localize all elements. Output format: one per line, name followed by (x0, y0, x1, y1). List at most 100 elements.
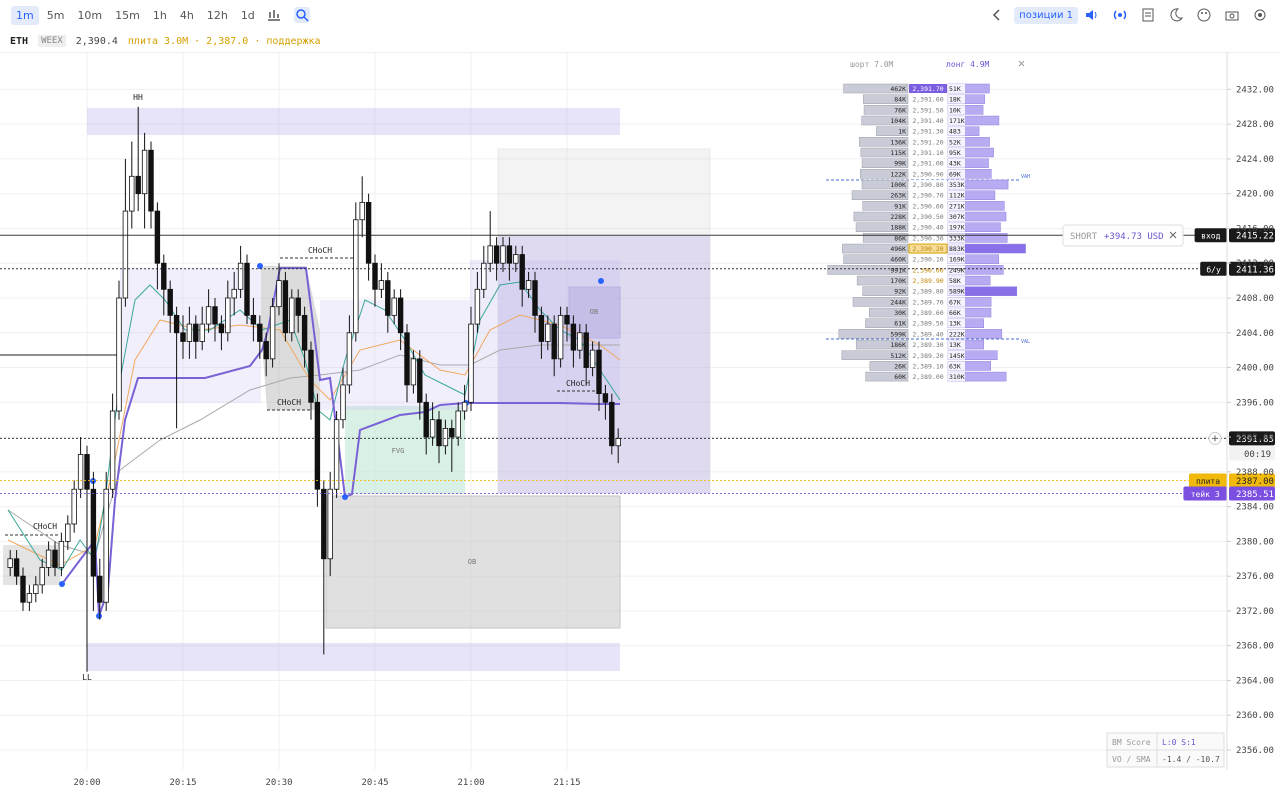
price-tag-name-box (1189, 473, 1227, 488)
candle-body (340, 384, 346, 421)
sound-icon[interactable] (1084, 7, 1100, 23)
candle-body (109, 410, 116, 490)
stats-box (1106, 732, 1225, 768)
candle-body (65, 523, 71, 542)
candle-body (20, 575, 26, 603)
price-tag-name: плита (1196, 477, 1220, 486)
theme-icon[interactable] (1168, 7, 1184, 23)
long-volume: 271K (949, 202, 965, 210)
ema-line (7, 314, 621, 566)
long-volume-label-bg (948, 222, 965, 232)
price-tag (1229, 486, 1275, 501)
x-tick-label: 21:15 (553, 778, 580, 788)
broadcast-icon[interactable] (1112, 7, 1128, 23)
long-volume-bar (947, 83, 990, 94)
timeframe-button[interactable]: 5m (46, 8, 65, 22)
settings-icon[interactable] (1252, 7, 1268, 23)
book-price: 2,389.30 (912, 341, 943, 349)
back-icon[interactable] (989, 7, 1005, 23)
candles (7, 106, 621, 672)
candle-body (378, 280, 385, 290)
short-volume-bar (865, 318, 909, 328)
price-cell (909, 201, 947, 211)
long-volume-bar (947, 361, 991, 371)
long-volume-bar (947, 179, 1009, 190)
price-tag-label: 2387.00 (1236, 477, 1274, 487)
book-price: 2,390.90 (912, 170, 943, 178)
timeframe-button[interactable]: 4h (179, 8, 194, 22)
candle-body (250, 314, 257, 325)
price-cell (909, 297, 947, 307)
timeframe-button[interactable]: 1h (152, 8, 167, 22)
short-volume: 496K (890, 245, 906, 253)
short-volume: 599K (890, 330, 906, 338)
price-tag-label: 2391.85 (1236, 435, 1274, 445)
camera-icon[interactable] (1224, 7, 1240, 23)
price-cell (909, 265, 947, 275)
timeframe-button[interactable]: 12h (206, 8, 228, 22)
notes-icon[interactable] (1140, 7, 1156, 23)
palette-icon[interactable] (1196, 7, 1212, 23)
y-tick-label: 2424.00 (1236, 155, 1274, 165)
candle-body (13, 558, 20, 577)
crosshair-button (1208, 431, 1222, 445)
long-volume-label-bg (948, 308, 965, 318)
price-cell (909, 169, 947, 179)
y-tick-label: 2368.00 (1236, 642, 1274, 652)
timeframe-button[interactable]: 10m (77, 8, 103, 22)
close-icon[interactable] (1018, 60, 1025, 67)
pivot-dot (598, 278, 604, 284)
price-tag-label: 2411.36 (1236, 265, 1274, 275)
fvg-label: FVG (392, 447, 405, 455)
price-cell (909, 318, 947, 328)
candle-body (58, 540, 65, 568)
choch-line (5, 257, 600, 536)
zone (498, 236, 710, 493)
pivot-dot (59, 581, 65, 587)
long-volume-bar (947, 137, 990, 147)
candle-body (615, 437, 621, 447)
close-position-icon[interactable] (1169, 231, 1177, 239)
candle-body (404, 332, 410, 386)
long-volume: 67K (949, 298, 961, 306)
bm-value: L:0 S:1 (1162, 738, 1196, 747)
timeframe-button[interactable]: 1d (240, 8, 255, 22)
candle-body (116, 297, 122, 412)
choch-label: CHoCH (566, 379, 590, 388)
choch-label: CHoCH (33, 522, 57, 531)
long-volume: 353K (949, 181, 965, 189)
short-volume-bar (855, 339, 909, 350)
zone (3, 545, 60, 585)
long-volume-bar (947, 201, 1005, 211)
short-volume: 462K (890, 85, 906, 93)
candle-body (461, 401, 468, 412)
long-volume-label-bg (948, 148, 965, 158)
choch-label: CHoCH (308, 246, 332, 255)
short-volume: 91K (894, 202, 906, 210)
positions-button[interactable]: позиции 1 (1014, 6, 1078, 24)
book-price: 2,390.10 (912, 256, 943, 264)
short-volume-bar (863, 94, 909, 104)
book-price: 2,390.20 (912, 245, 943, 253)
short-volume-bar (865, 371, 909, 382)
zone (320, 300, 470, 410)
y-tick-label: 2420.00 (1236, 190, 1274, 200)
zoom-icon[interactable] (293, 7, 310, 23)
timeframe-button[interactable]: 15m (115, 8, 140, 22)
indicators-icon[interactable] (266, 7, 282, 23)
price-cell (909, 148, 947, 158)
pivot-dot (257, 263, 263, 269)
short-volume: 1K (898, 128, 906, 136)
candle-body (269, 306, 276, 360)
book-price: 2,390.00 (912, 266, 943, 274)
timeframe-button[interactable]: 1m (11, 5, 39, 25)
price-tag (1229, 228, 1275, 243)
short-volume: 263K (890, 192, 906, 200)
candle-body (199, 323, 205, 342)
long-volume-label-bg (948, 265, 965, 275)
long-volume: 112K (949, 192, 965, 200)
price-cell (909, 190, 947, 200)
short-volume-bar (842, 243, 909, 254)
price-tag (1229, 473, 1275, 488)
book-price: 2,389.60 (912, 309, 943, 317)
